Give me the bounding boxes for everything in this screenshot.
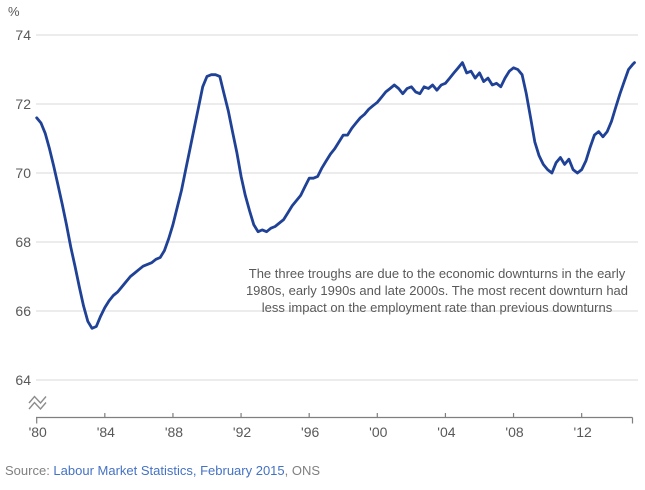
- annotation-text: The three troughs are due to the economi…: [245, 266, 629, 315]
- x-tick-label-1980: '80: [29, 424, 47, 440]
- x-axis-tick-labels: '80 '84 '88 '92 '96 '00 '04 '08 '12: [29, 424, 592, 440]
- gridlines: [36, 34, 638, 381]
- x-tick-label-1988: '88: [165, 424, 183, 440]
- axis-break-icon: [28, 395, 47, 411]
- source-prefix: Source:: [5, 463, 54, 478]
- y-tick-label-68: 68: [15, 234, 31, 250]
- x-tick-label-2000: '00: [369, 424, 387, 440]
- y-tick-label-72: 72: [15, 96, 31, 112]
- source-line: Source: Labour Market Statistics, Februa…: [5, 463, 320, 478]
- y-tick-label-70: 70: [15, 165, 31, 181]
- y-tick-label-74: 74: [15, 27, 31, 43]
- axis-break-zigzag-1: [28, 401, 47, 411]
- x-tick-label-1984: '84: [97, 424, 115, 440]
- data-line: [35, 61, 636, 330]
- x-tick-label-2004: '04: [437, 424, 455, 440]
- axis-break-zigzag-0: [28, 395, 47, 405]
- x-tick-label-1992: '92: [233, 424, 251, 440]
- x-axis: [36, 413, 634, 424]
- x-tick-label-2012: '12: [574, 424, 592, 440]
- y-tick-label-66: 66: [15, 303, 31, 319]
- y-tick-label-64: 64: [15, 372, 31, 388]
- source-link[interactable]: Labour Market Statistics, February 2015: [53, 463, 285, 478]
- y-axis-tick-labels: 74 72 70 68 66 64: [15, 27, 31, 388]
- x-tick-label-1996: '96: [301, 424, 319, 440]
- employment-rate-series-line: [35, 61, 636, 330]
- x-tick-label-2008: '08: [505, 424, 523, 440]
- source-suffix: , ONS: [284, 463, 321, 478]
- y-axis-unit-label: %: [8, 4, 20, 19]
- employment-rate-line-chart: 74 72 70 68 66 64 '80 '84 '88 '92 '96 '00 '04 '08 '12: [15, 27, 638, 440]
